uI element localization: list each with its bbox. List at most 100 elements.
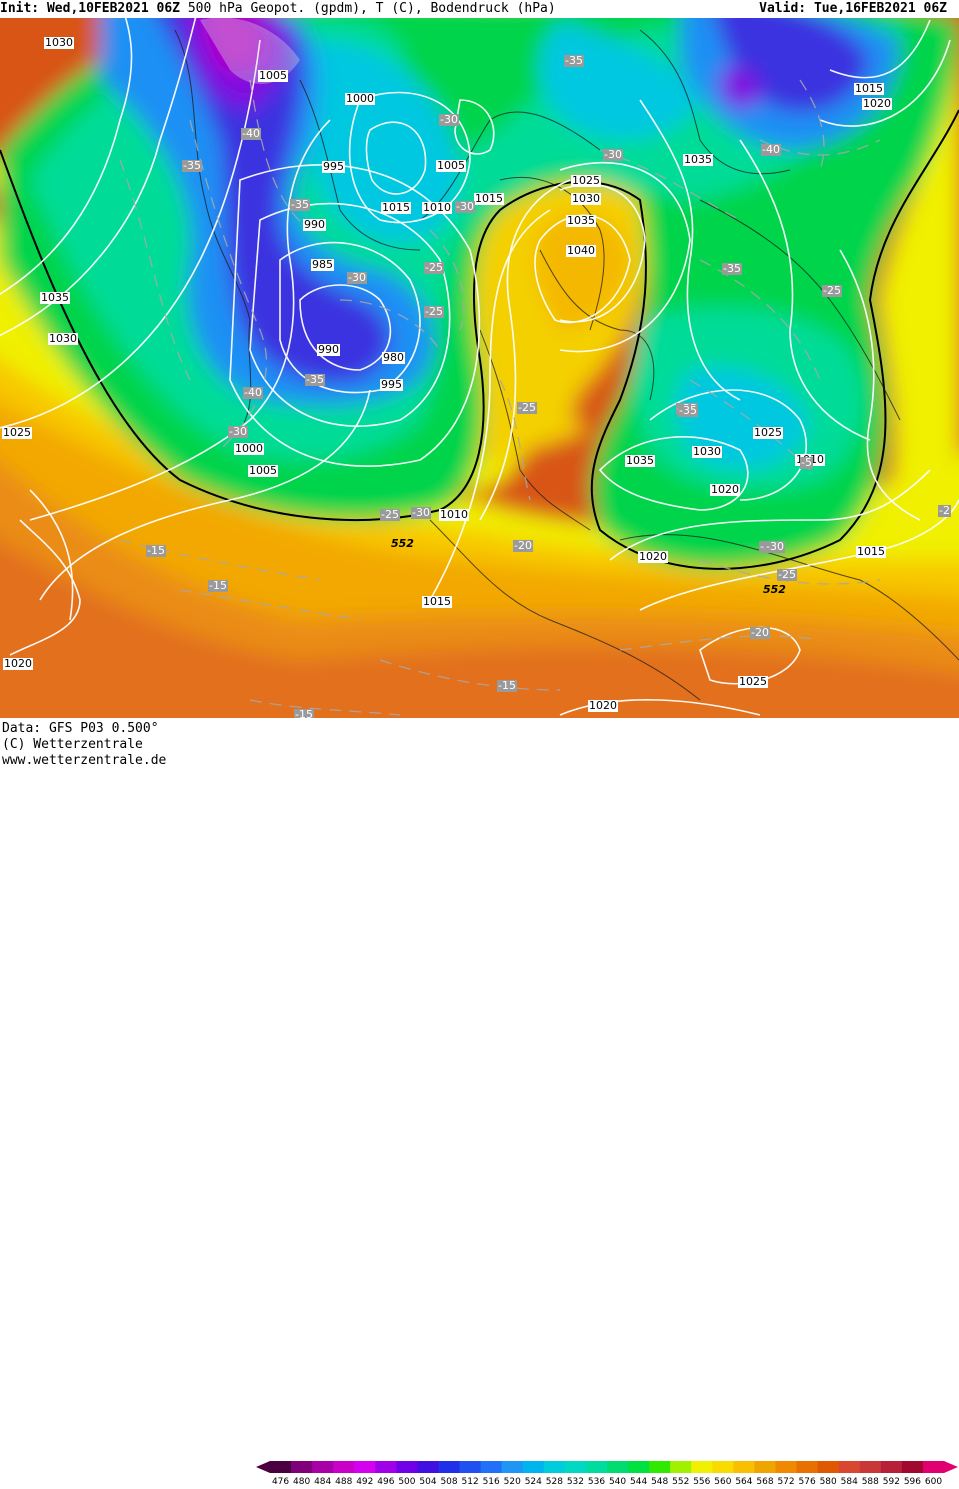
- temperature-label: -5: [800, 456, 813, 469]
- colorbar-tick-label: 484: [314, 1477, 331, 1485]
- colorbar-swatch: [838, 1461, 861, 1473]
- isobar-label: 1015: [856, 545, 886, 558]
- colorbar-tick-label: 580: [820, 1477, 837, 1485]
- isobar-label: 1020: [862, 97, 892, 110]
- weather-map-svg: [0, 18, 959, 718]
- isobar-label: 1030: [48, 332, 78, 345]
- isobar-label: 1020: [638, 550, 668, 563]
- colorbar-swatch: [270, 1461, 292, 1473]
- colorbar-swatch: [459, 1461, 482, 1473]
- colorbar-tick-label: 488: [335, 1477, 352, 1485]
- colorbar-tick-label: 556: [693, 1477, 710, 1485]
- temperature-label: -40: [241, 127, 261, 140]
- temperature-label: -15: [208, 579, 228, 592]
- isobar-label: 1010: [439, 508, 469, 521]
- temperature-label: -35: [564, 54, 584, 67]
- colorbar-tick-label: 572: [777, 1477, 794, 1485]
- colorbar-tick-label: 600: [925, 1477, 942, 1485]
- temperature-label: -25: [424, 261, 444, 274]
- colorbar-tick-label: 584: [841, 1477, 858, 1485]
- colorbar-tick-label: 528: [546, 1477, 563, 1485]
- copyright-line: (C) Wetterzentrale: [2, 737, 143, 752]
- isobar-label: 1040: [566, 244, 596, 257]
- isobar-label: 995: [380, 378, 403, 391]
- colorbar-tick-label: 596: [904, 1477, 921, 1485]
- temperature-label: -15: [294, 709, 314, 718]
- colorbar-tick-label: 500: [398, 1477, 415, 1485]
- isobar-label: 1020: [3, 657, 33, 670]
- colorbar-swatch: [691, 1461, 713, 1473]
- temperature-label: -20: [513, 539, 533, 552]
- colorbar-tick-label: 560: [714, 1477, 731, 1485]
- colorbar-swatch: [480, 1461, 503, 1473]
- colorbar-tick-label: 544: [630, 1477, 647, 1485]
- colorbar-swatch: [817, 1461, 840, 1473]
- colorbar-swatch: [859, 1461, 882, 1473]
- colorbar-swatch: [564, 1461, 587, 1473]
- colorbar-tick-label: 476: [272, 1477, 289, 1485]
- temperature-label: -25: [517, 401, 537, 414]
- colorbar-swatch: [649, 1461, 671, 1473]
- colorbar-tick-label: 504: [419, 1477, 436, 1485]
- temperature-label: -35: [290, 198, 310, 211]
- temperature-label: -2: [938, 504, 951, 517]
- isobar-label: 980: [382, 351, 405, 364]
- colorbar-tick-label: 588: [862, 1477, 879, 1485]
- chart-title: 500 hPa Geopot. (gpdm), T (C), Bodendruc…: [187, 1, 556, 16]
- temperature-label: -30: [228, 425, 248, 438]
- colorbar-tick-label: 524: [525, 1477, 542, 1485]
- colorbar-svg: 476 480 484 488 492 496 500 504 508 512 516 520 524 5…: [256, 1461, 958, 1487]
- colorbar-swatch: [922, 1461, 945, 1473]
- colorbar-tick-label: 516: [483, 1477, 500, 1485]
- weather-map: 1030 1005 1000 995 990 985 980 990 995 1000 1005 10…: [0, 18, 959, 718]
- isobar-label: 1035: [40, 291, 70, 304]
- isobar-label: 1010: [422, 201, 452, 214]
- colorbar-swatch: [880, 1461, 903, 1473]
- temperature-label: -35: [722, 262, 742, 275]
- isobar-label: 1020: [710, 483, 740, 496]
- isobar-label: 1025: [2, 426, 32, 439]
- isobar-label: 1035: [625, 454, 655, 467]
- colorbar-tick-label: 536: [588, 1477, 605, 1485]
- temperature-label: -35: [678, 404, 698, 417]
- isobar-label: 1015: [381, 201, 411, 214]
- data-source-line: Data: GFS P03 0.500°: [2, 721, 159, 736]
- isobar-label: 985: [311, 258, 334, 271]
- isobar-label: 1000: [345, 92, 375, 105]
- contour-552-label: 552: [763, 583, 786, 596]
- temperature-label: -20: [750, 626, 770, 639]
- colorbar-tick-label: 520: [504, 1477, 521, 1485]
- temperature-label: -30: [411, 506, 431, 519]
- website-line: www.wetterzentrale.de: [2, 753, 167, 768]
- temperature-label: -30: [765, 540, 785, 553]
- colorbar-swatch: [796, 1461, 819, 1473]
- colorbar-swatch: [291, 1461, 313, 1473]
- colorbar-swatch: [522, 1461, 545, 1473]
- temperature-label: -30: [603, 148, 623, 161]
- colorbar-tick-label: 564: [735, 1477, 752, 1485]
- colorbar-swatch: [628, 1461, 650, 1473]
- colorbar-swatch: [333, 1461, 355, 1473]
- colorbar-swatch: [733, 1461, 755, 1473]
- isobar-label: 1025: [738, 675, 768, 688]
- temperature-label: -15: [146, 544, 166, 557]
- temperature-label: -30: [439, 113, 459, 126]
- isobar-label: 1015: [854, 82, 884, 95]
- colorbar-swatch: [901, 1461, 924, 1473]
- isobar-label: 995: [322, 160, 345, 173]
- isobar-label: 1025: [571, 174, 601, 187]
- colorbar-swatch: [396, 1461, 418, 1473]
- isobar-label: 1030: [44, 36, 74, 49]
- colorbar-swatch: [585, 1461, 608, 1473]
- colorbar-tick-label: 548: [651, 1477, 668, 1485]
- colorbar-swatch: [438, 1461, 461, 1473]
- isobar-label: 1035: [683, 153, 713, 166]
- temperature-label: -40: [761, 143, 781, 156]
- chart-header: Init: Wed,10FEB2021 06Z 500 hPa Geopot. …: [0, 0, 959, 18]
- temperature-label: -25: [777, 568, 797, 581]
- colorbar-swatch: [312, 1461, 334, 1473]
- isobar-label: 1005: [436, 159, 466, 172]
- colorbar-tick-label: 532: [567, 1477, 584, 1485]
- colorbar-tick-label: 512: [462, 1477, 479, 1485]
- colorbar-swatch: [501, 1461, 524, 1473]
